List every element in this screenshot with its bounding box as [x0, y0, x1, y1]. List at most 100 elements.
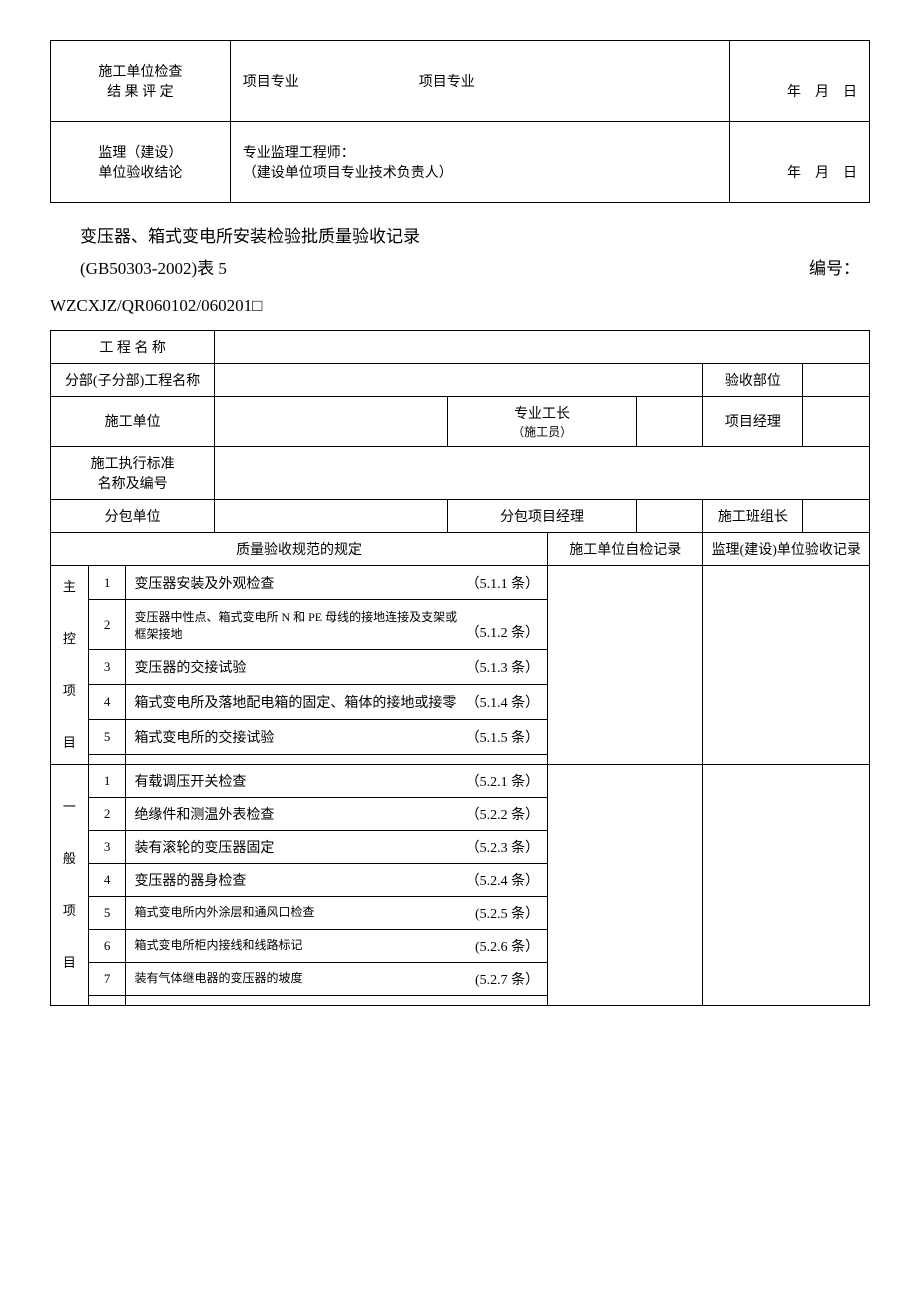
eval-col2: 项目专业 — [243, 71, 299, 91]
gen-num: 1 — [88, 764, 126, 797]
lbl-subdivision: 分部(子分部)工程名称 — [51, 363, 215, 396]
blank-num — [88, 995, 126, 1005]
lbl-foreman-l1: 专业工长 — [456, 403, 628, 423]
val-project-name[interactable] — [215, 330, 870, 363]
main-clause: （5.1.5 条） — [466, 727, 540, 747]
main-num: 5 — [88, 719, 126, 754]
gen-supervise[interactable] — [703, 764, 870, 1005]
lbl-foreman: 专业工长 （施工员） — [448, 396, 637, 446]
eval-date-cell: 年 月 日 — [730, 41, 870, 122]
row-project-name: 工 程 名 称 — [51, 330, 870, 363]
val-team-leader[interactable] — [803, 499, 870, 532]
main-clause: （5.1.3 条） — [466, 657, 540, 677]
lbl-foreman-l2: （施工员） — [456, 423, 628, 440]
supervise-label-l1: 监理（建设） — [63, 142, 218, 162]
main-num: 3 — [88, 650, 126, 685]
eval-col3: 项目专业 — [419, 71, 475, 91]
main-desc: 变压器安装及外观检查 — [134, 573, 274, 593]
lbl-standard-l1: 施工执行标准 — [59, 453, 206, 473]
val-pm[interactable] — [803, 396, 870, 446]
gen-desc-cell: 绝缘件和测温外表检查 （5.2.2 条） — [126, 797, 548, 830]
gen-num: 5 — [88, 896, 126, 929]
form-serial-label: 编号： — [809, 253, 870, 285]
hdr-supervise: 监理(建设)单位验收记录 — [703, 532, 870, 565]
lbl-project-name: 工 程 名 称 — [51, 330, 215, 363]
blank-desc — [126, 754, 548, 764]
lbl-accept-part: 验收部位 — [703, 363, 803, 396]
supervise-label-cell: 监理（建设） 单位验收结论 — [51, 122, 231, 203]
main-num: 2 — [88, 600, 126, 650]
eval-label-l1: 施工单位检查 — [63, 61, 218, 81]
lbl-standard-l2: 名称及编号 — [59, 473, 206, 493]
gen-selfcheck[interactable] — [548, 764, 703, 1005]
hdr-spec: 质量验收规范的规定 — [51, 532, 548, 565]
supervise-label-l2: 单位验收结论 — [63, 162, 218, 182]
gen-clause: （5.2.4 条） — [466, 870, 540, 890]
lbl-subcontractor: 分包单位 — [51, 499, 215, 532]
main-desc-cell: 箱式变电所的交接试验 （5.1.5 条） — [126, 719, 548, 754]
main-clause: （5.1.2 条） — [466, 622, 540, 642]
lbl-sub-pm: 分包项目经理 — [448, 499, 637, 532]
eval-label-l2: 结 果 评 定 — [63, 81, 218, 101]
gen-clause: （5.2.3 条） — [466, 837, 540, 857]
lbl-construction-unit: 施工单位 — [51, 396, 215, 446]
gen-desc-cell: 装有气体继电器的变压器的坡度 (5.2.7 条） — [126, 962, 548, 995]
main-clause: （5.1.4 条） — [466, 692, 540, 712]
main-desc: 箱式变电所的交接试验 — [134, 727, 274, 747]
form-title-block: 变压器、箱式变电所安装检验批质量验收记录 (GB50303-2002)表 5 编… — [80, 221, 870, 286]
acceptance-record-table: 工 程 名 称 分部(子分部)工程名称 验收部位 施工单位 专业工长 （施工员）… — [50, 330, 870, 1006]
main-clause: （5.1.1 条） — [466, 573, 540, 593]
inspection-eval-table: 施工单位检查 结 果 评 定 项目专业 项目专业 年 月 日 监理（建设） 单位… — [50, 40, 870, 203]
main-desc-cell: 箱式变电所及落地配电箱的固定、箱体的接地或接零 （5.1.4 条） — [126, 684, 548, 719]
val-subdivision[interactable] — [215, 363, 703, 396]
val-standard[interactable] — [215, 446, 870, 499]
row-standard: 施工执行标准 名称及编号 — [51, 446, 870, 499]
main-selfcheck[interactable] — [548, 565, 703, 764]
eval-content-cell: 项目专业 项目专业 — [230, 41, 729, 122]
lbl-general: 一般项目 — [51, 764, 89, 1005]
val-foreman[interactable] — [636, 396, 703, 446]
form-title-line2-left: (GB50303-2002)表 5 — [80, 253, 227, 285]
row-construction-unit: 施工单位 专业工长 （施工员） 项目经理 — [51, 396, 870, 446]
blank-desc — [126, 995, 548, 1005]
gen-desc-cell: 箱式变电所柜内接线和线路标记 (5.2.6 条） — [126, 929, 548, 962]
main-supervise[interactable] — [703, 565, 870, 764]
gen-num: 3 — [88, 830, 126, 863]
gen-clause: （5.2.1 条） — [466, 771, 540, 791]
main-desc-cell: 变压器安装及外观检查 （5.1.1 条） — [126, 565, 548, 600]
row-subdivision: 分部(子分部)工程名称 验收部位 — [51, 363, 870, 396]
val-subcontractor[interactable] — [215, 499, 448, 532]
gen-desc: 装有气体继电器的变压器的坡度 — [134, 969, 302, 989]
gen-desc: 变压器的器身检查 — [134, 870, 246, 890]
gen-clause: (5.2.5 条） — [475, 903, 539, 923]
gen-desc-cell: 装有滚轮的变压器固定 （5.2.3 条） — [126, 830, 548, 863]
lbl-standard: 施工执行标准 名称及编号 — [51, 446, 215, 499]
form-code: WZCXJZ/QR060102/060201□ — [50, 296, 870, 316]
val-accept-part[interactable] — [803, 363, 870, 396]
gen-num: 4 — [88, 863, 126, 896]
gen-desc: 箱式变电所柜内接线和线路标记 — [134, 936, 302, 956]
main-desc: 变压器的交接试验 — [134, 657, 246, 677]
supervise-date: 年 月 日 — [787, 166, 857, 181]
gen-desc: 有载调压开关检查 — [134, 771, 246, 791]
gen-desc: 装有滚轮的变压器固定 — [134, 837, 274, 857]
supervise-content-cell: 专业监理工程师： （建设单位项目专业技术负责人） — [230, 122, 729, 203]
main-desc: 箱式变电所及落地配电箱的固定、箱体的接地或接零 — [134, 692, 456, 712]
gen-desc-cell: 箱式变电所内外涂层和通风口检查 (5.2.5 条） — [126, 896, 548, 929]
gen-num: 7 — [88, 962, 126, 995]
gen-clause: (5.2.7 条） — [475, 969, 539, 989]
main-num: 4 — [88, 684, 126, 719]
supervise-col2-l2: （建设单位项目专业技术负责人） — [243, 162, 717, 182]
blank-num — [88, 754, 126, 764]
main-desc: 变压器中性点、箱式变电所 N 和 PE 母线的接地连接及支架或框架接地 — [134, 608, 465, 642]
gen-num: 2 — [88, 797, 126, 830]
val-sub-pm[interactable] — [636, 499, 703, 532]
lbl-team-leader: 施工班组长 — [703, 499, 803, 532]
hdr-selfcheck: 施工单位自检记录 — [548, 532, 703, 565]
lbl-main-ctrl: 主控项目 — [51, 565, 89, 764]
val-construction-unit[interactable] — [215, 396, 448, 446]
eval-label-cell: 施工单位检查 结 果 评 定 — [51, 41, 231, 122]
supervise-col2-l1: 专业监理工程师： — [243, 142, 717, 162]
main-item-row: 主控项目 1 变压器安装及外观检查 （5.1.1 条） — [51, 565, 870, 600]
row-subcontractor: 分包单位 分包项目经理 施工班组长 — [51, 499, 870, 532]
